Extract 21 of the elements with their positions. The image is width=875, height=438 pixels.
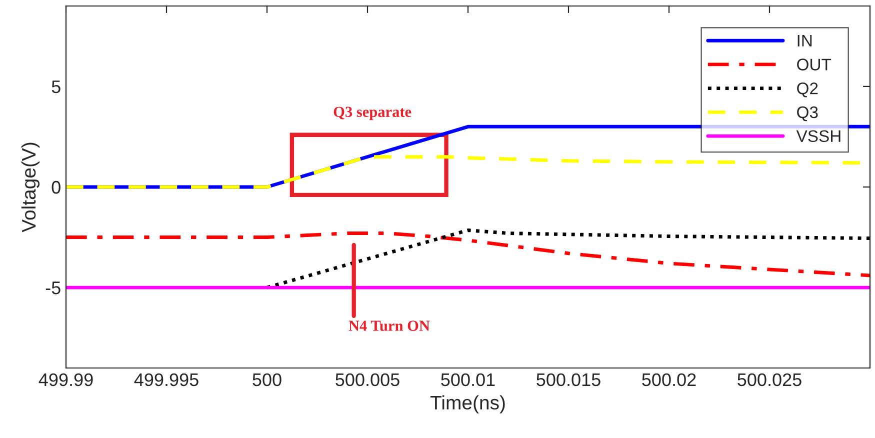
x-tick-label: 500.01 — [441, 373, 495, 386]
x-tick-label: 499.995 — [134, 373, 198, 386]
line-series — [66, 232, 870, 278]
x-axis-title: Time(ns) — [430, 395, 505, 414]
x-tick-label: 500 — [252, 373, 282, 386]
x-tick-label: 500.015 — [536, 373, 600, 386]
legend-label: VSSH — [796, 130, 840, 142]
annotation: N4 Turn ON — [348, 320, 430, 331]
x-tick-label: 499.99 — [38, 373, 93, 386]
legend-label: Q2 — [797, 82, 818, 98]
x-tick-label: 500.025 — [738, 373, 802, 386]
legend-label: IN — [798, 34, 812, 46]
legend-label: OUT — [797, 58, 832, 70]
y-axis-title: Voltage(V) — [21, 142, 40, 232]
y-tick-label: -5 — [46, 282, 60, 294]
legend-label: Q3 — [797, 106, 818, 122]
y-tick-label: 0 — [52, 180, 60, 194]
y-tick-label: 5 — [52, 80, 60, 94]
x-tick-label: 500.005 — [336, 373, 400, 386]
annotation: Q3 separate — [334, 106, 412, 120]
x-tick-label: 500.02 — [642, 373, 696, 386]
